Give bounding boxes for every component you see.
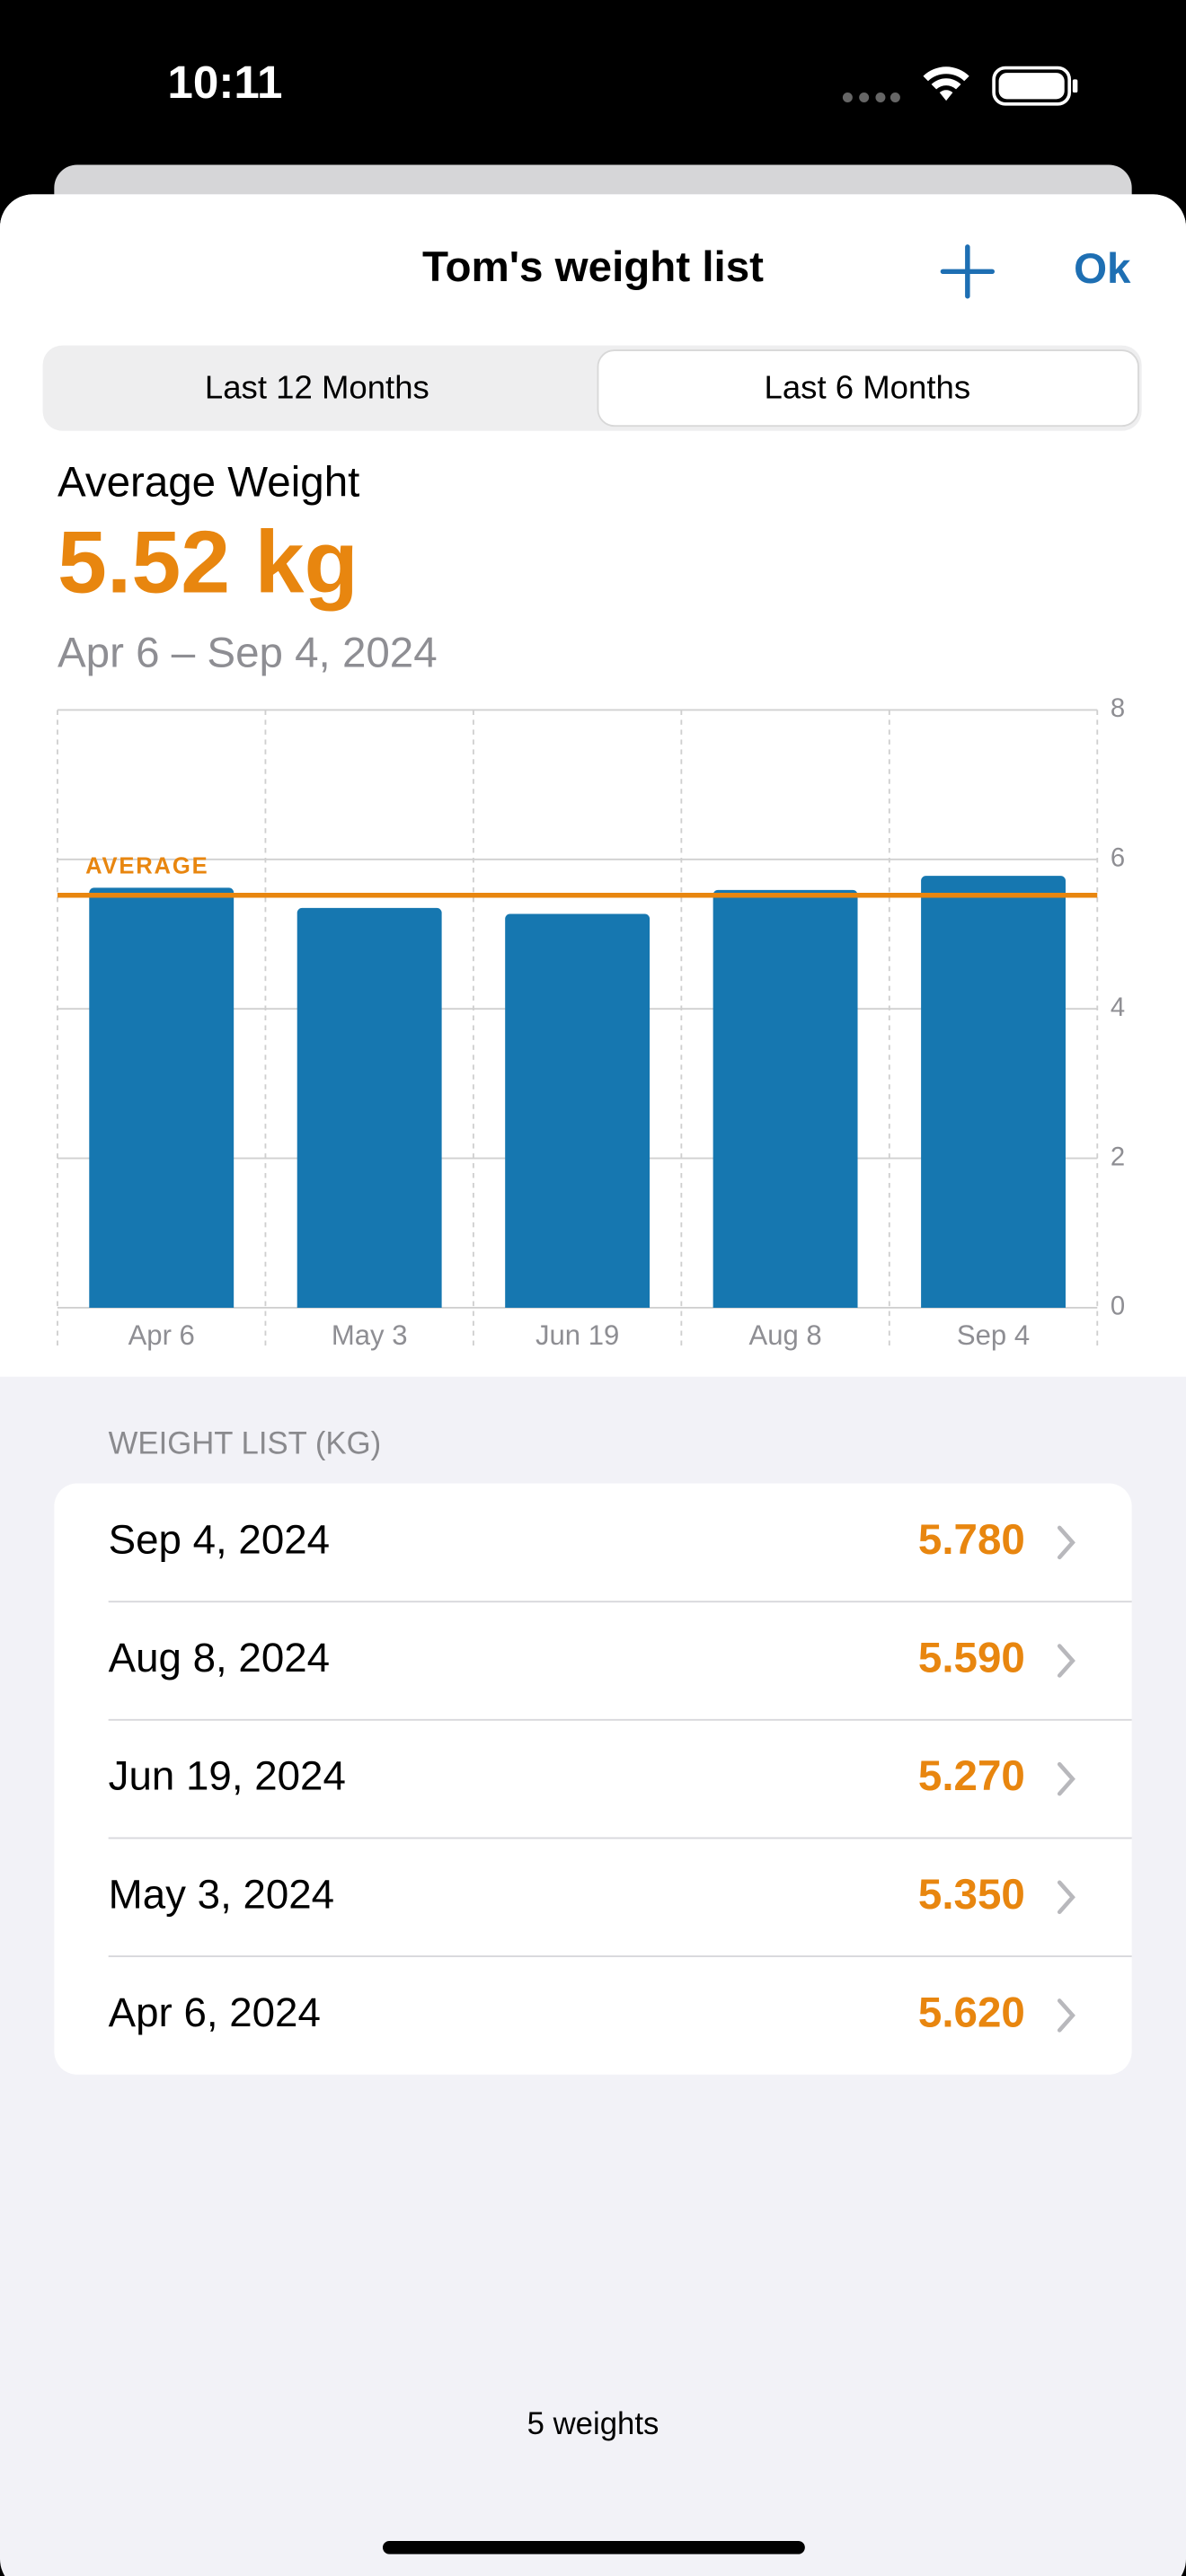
row-value: 5.620 <box>918 1989 1025 2036</box>
row-date: Aug 8, 2024 <box>109 1635 330 1681</box>
bar <box>712 889 858 1308</box>
chevron <box>1057 1761 1075 1796</box>
row-value: 5.270 <box>918 1752 1025 1800</box>
chevron <box>1057 1644 1075 1678</box>
summary-label: Average Weight <box>58 459 359 507</box>
bar <box>921 876 1066 1308</box>
status-icons <box>842 66 1078 106</box>
nav-title: Tom's weight list <box>422 243 764 291</box>
summary-value: 5.52 kg <box>58 512 358 611</box>
x-tick-label: Aug 8 <box>748 1319 821 1351</box>
x-tick-label: Apr 6 <box>128 1319 195 1351</box>
y-tick-label: 6 <box>1111 844 1125 873</box>
x-tick-label: May 3 <box>332 1319 408 1351</box>
row-date: Jun 19, 2024 <box>109 1753 346 1799</box>
bar <box>505 913 651 1308</box>
segment-selected[interactable] <box>597 349 1139 428</box>
row-date: Apr 6, 2024 <box>109 1989 321 2035</box>
y-tick-label: 2 <box>1111 1142 1125 1171</box>
status-time: 10:11 <box>167 57 282 108</box>
add-button[interactable] <box>940 244 996 299</box>
chevron <box>1057 1880 1075 1915</box>
row-value: 5.780 <box>918 1516 1025 1564</box>
list <box>54 1483 1132 2075</box>
summary-range: Apr 6 – Sep 4, 2024 <box>58 630 438 677</box>
chevron <box>1057 1998 1075 2033</box>
sheet-top <box>0 194 1186 1377</box>
row-value: 5.590 <box>918 1635 1025 1682</box>
segment[interactable]: Last 6 Months <box>765 369 971 406</box>
chart: 0 2 4 6 8 Apr 6 May 3 Jun 19 Aug 8 Sep 4 AVERAGE <box>57 694 1125 1351</box>
list-rows: Sep 4, 2024 5.780 Aug 8, 2024 5.590 Jun 19, … <box>109 1516 1132 2036</box>
x-tick-label: Jun 19 <box>535 1319 619 1351</box>
home-indicator <box>382 2540 805 2554</box>
y-tick-label: 8 <box>1111 694 1125 723</box>
bar <box>89 887 235 1308</box>
chevron <box>1057 1525 1075 1560</box>
segment[interactable]: Last 12 Months <box>205 369 429 406</box>
row-value: 5.350 <box>918 1871 1025 1919</box>
y-tick-label: 0 <box>1111 1292 1125 1321</box>
bar <box>296 907 442 1308</box>
x-tick-label: Sep 4 <box>957 1319 1030 1351</box>
row-date: Sep 4, 2024 <box>109 1516 330 1562</box>
y-tick-label: 4 <box>1111 993 1125 1022</box>
row-date: May 3, 2024 <box>109 1871 334 1917</box>
average-label: AVERAGE <box>85 853 208 878</box>
ok-button[interactable]: Ok <box>1074 245 1131 293</box>
list-header: WEIGHT LIST (KG) <box>109 1427 382 1461</box>
footer: 5 weights <box>527 2407 659 2441</box>
